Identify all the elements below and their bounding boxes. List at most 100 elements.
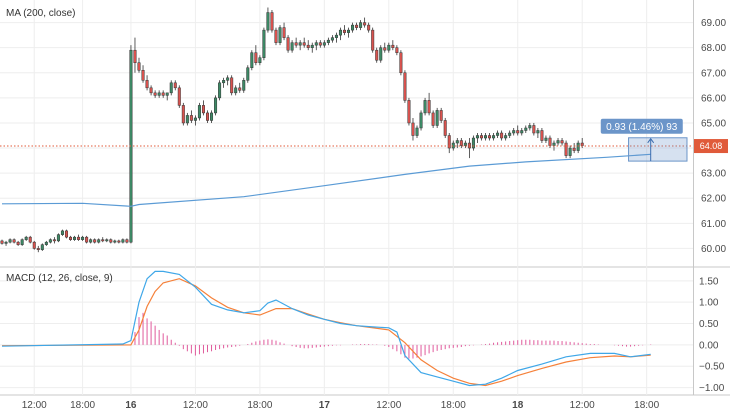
candle-body	[504, 135, 508, 139]
macd-y-tick-label: −0.50	[699, 362, 725, 373]
candle-body	[278, 27, 282, 43]
candle-body	[479, 135, 483, 139]
candle-body	[544, 137, 548, 141]
candle-body	[383, 47, 387, 51]
candle-body	[60, 230, 64, 235]
candle-body	[32, 241, 36, 249]
candle-body	[149, 87, 153, 94]
candle-body	[342, 29, 346, 33]
candle-body	[443, 120, 447, 136]
candle-body	[568, 147, 572, 156]
main-pane: 0.93 (1.46%) 93	[0, 7, 693, 253]
x-tick-label: 12:00	[570, 400, 595, 411]
candle-body	[564, 142, 568, 156]
candle-body	[97, 239, 101, 243]
candle-body	[532, 125, 536, 134]
axes: 69.0068.0067.0066.0065.0064.0063.0062.00…	[22, 18, 728, 411]
candle-body	[105, 239, 109, 242]
candle-body	[173, 82, 177, 89]
measure-arrow-head-icon	[647, 137, 655, 144]
x-tick-label: 17	[319, 400, 331, 411]
candle-body	[20, 239, 24, 245]
candle-body	[318, 42, 322, 46]
candle-body	[435, 110, 439, 126]
candle-body	[455, 140, 459, 144]
candle-body	[254, 52, 258, 63]
candle-body	[109, 239, 113, 243]
measure-box[interactable]	[628, 137, 688, 162]
candle-body	[355, 24, 359, 28]
candle-body	[165, 92, 169, 96]
candle-body	[338, 29, 342, 36]
main-y-tick-label: 65.00	[701, 118, 726, 129]
x-tick-label: 18:00	[634, 400, 659, 411]
candle-body	[197, 105, 201, 119]
last-price-tag	[694, 139, 728, 154]
x-tick-label: 18:00	[70, 400, 95, 411]
candle-body	[371, 29, 375, 51]
candle-body	[508, 132, 512, 136]
candle-body	[463, 142, 467, 146]
candle-body	[258, 57, 262, 63]
x-tick-label: 18:00	[247, 400, 272, 411]
candle-body	[113, 240, 117, 243]
candle-body	[431, 112, 435, 126]
candle-body	[8, 239, 12, 243]
candle-body	[326, 39, 330, 43]
candle-body	[226, 77, 230, 81]
main-y-tick-label: 63.00	[701, 169, 726, 180]
candle-body	[512, 130, 516, 134]
candle-body	[484, 135, 488, 139]
candle-body	[52, 239, 56, 242]
candle-body	[89, 239, 93, 243]
candle-body	[125, 239, 129, 243]
macd-y-tick-label: 1.50	[699, 276, 719, 287]
candle-body	[77, 236, 81, 240]
candle-body	[218, 82, 222, 99]
candle-body	[181, 105, 185, 124]
candle-body	[347, 29, 351, 33]
candle-body	[310, 44, 314, 48]
candle-body	[169, 82, 173, 94]
candle-body	[298, 42, 302, 46]
candle-body	[81, 236, 85, 240]
candle-body	[93, 239, 97, 243]
candle-body	[548, 137, 552, 146]
candle-body	[40, 244, 44, 250]
candle-body	[185, 115, 189, 124]
candle-body	[528, 125, 532, 129]
candle-body	[286, 37, 290, 51]
candle-body	[69, 236, 73, 240]
macd-pane-label: MACD (12, 26, close, 9)	[6, 273, 113, 284]
x-tick-label: 16	[125, 400, 137, 411]
candle-body	[274, 29, 278, 43]
x-tick-label: 12:00	[22, 400, 47, 411]
candle-body	[572, 147, 576, 151]
candle-body	[157, 92, 161, 96]
main-y-tick-label: 69.00	[701, 18, 726, 29]
candle-body	[403, 72, 407, 101]
candle-body	[471, 137, 475, 149]
macd-y-tick-label: −1.00	[699, 383, 725, 394]
measure-label: 0.93 (1.46%) 93	[606, 122, 678, 133]
x-tick-label: 18:00	[441, 400, 466, 411]
macd-y-tick-label: 0.00	[699, 340, 719, 351]
macd-signal-line	[1, 278, 651, 387]
candle-body	[467, 142, 471, 149]
candle-body	[367, 24, 371, 31]
candle-body	[500, 132, 504, 139]
candle-body	[56, 234, 60, 242]
candle-body	[28, 236, 32, 243]
candle-body	[419, 112, 423, 129]
macd-y-tick-label: 1.00	[699, 298, 719, 309]
candle-body	[48, 239, 52, 243]
candle-body	[4, 241, 8, 244]
measure-label-box	[600, 118, 683, 134]
candle-body	[73, 236, 77, 240]
main-y-tick-label: 60.00	[701, 244, 726, 255]
main-y-tick-label: 61.00	[701, 219, 726, 230]
x-tick-label: 18	[512, 400, 524, 411]
candle-body	[363, 22, 367, 26]
candle-body	[242, 80, 246, 91]
